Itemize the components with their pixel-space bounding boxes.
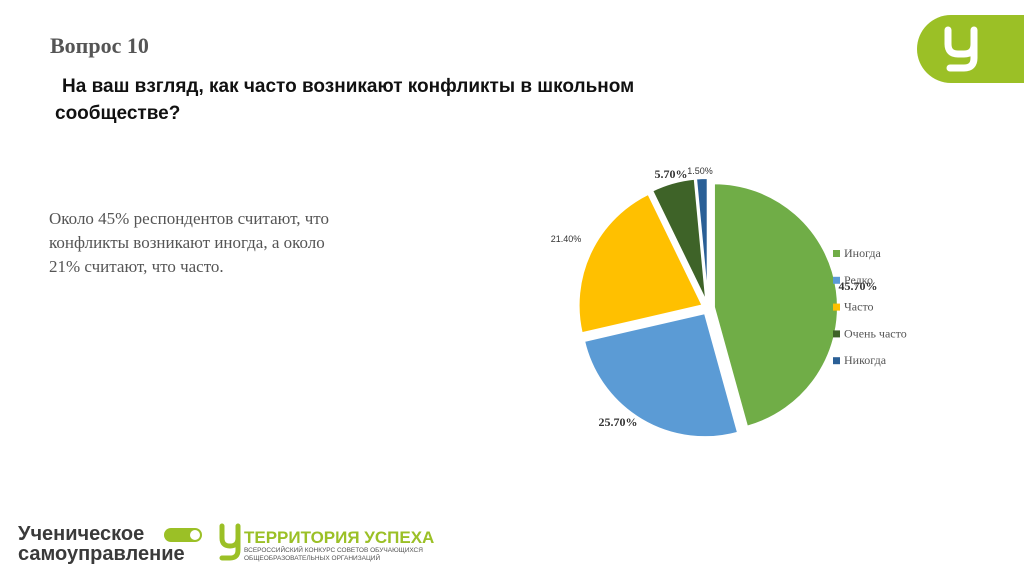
pie-slice <box>694 177 709 303</box>
logo-text: ВСЕРОССИЙСКИЙ КОНКУРС СОВЕТОВ ОБУЧАЮЩИХС… <box>244 545 423 554</box>
pie-slice <box>582 311 740 439</box>
legend-label: Часто <box>844 300 874 314</box>
legend-label: Иногда <box>844 246 882 260</box>
heading: Вопрос 10 <box>50 33 149 58</box>
logo-text: Ученическое <box>18 523 144 545</box>
legend-label: Очень часто <box>844 326 907 340</box>
legend-label: Редко <box>844 273 873 287</box>
logo-text: самоуправление <box>18 543 185 565</box>
data-label: 45.70% <box>839 279 878 293</box>
pie-slice <box>650 177 708 303</box>
logo-text: ОБЩЕОБРАЗОВАТЕЛЬНЫХ ОРГАНИЗАЦИЙ <box>244 553 380 562</box>
logo-title: ТЕРРИТОРИЯ УСПЕХА <box>244 528 434 547</box>
legend-label: Никогда <box>844 353 887 367</box>
summary: Около 45% респондентов считают, что <box>49 209 329 228</box>
data-label: 25.70% <box>599 415 638 429</box>
pie-slice <box>577 192 705 335</box>
data-label: 5.70% <box>655 167 688 181</box>
summary: конфликты возникают иногда, а около <box>49 233 325 252</box>
data-label: 1.50% <box>687 166 713 176</box>
footer-logo: Ученическое самоуправление ТЕРРИТОРИЯ УС… <box>18 523 434 565</box>
legend-swatch <box>833 330 840 338</box>
legend-swatch <box>833 357 840 365</box>
legend-swatch <box>833 276 840 284</box>
logo-badge <box>917 15 1024 83</box>
legend-swatch <box>833 303 840 311</box>
pie-chart: 45.70% 25.70% 21.40% 5.70% 1.50% Иногда Редко Ч… <box>551 166 907 439</box>
question: На ваш взгляд, как часто возникают конфл… <box>62 76 634 97</box>
summary: 21% считают, что часто. <box>49 257 224 276</box>
legend-swatch <box>833 250 840 257</box>
question: сообществе? <box>55 103 180 124</box>
pie-slice <box>712 182 839 428</box>
data-label: 21.40% <box>551 234 582 244</box>
